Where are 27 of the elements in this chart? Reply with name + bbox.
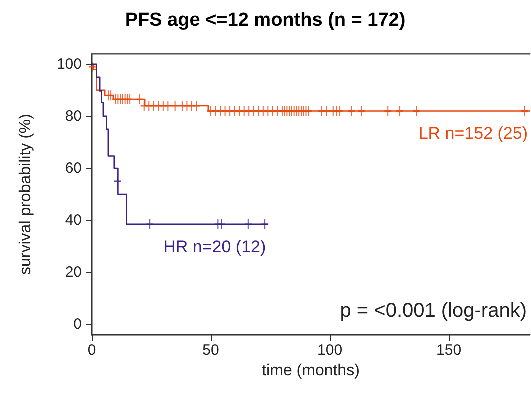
y-tick-label: 100 xyxy=(56,56,82,73)
y-tick-label: 40 xyxy=(65,212,82,230)
annotation: p = <0.001 (log-rank) xyxy=(340,300,527,322)
y-tick-label: 20 xyxy=(65,264,82,282)
x-tick-label: 50 xyxy=(202,342,220,359)
point xyxy=(146,218,154,230)
x-tick-label: 100 xyxy=(318,342,343,359)
point xyxy=(183,100,192,112)
y-tick-label: 80 xyxy=(65,108,82,125)
point xyxy=(171,100,180,112)
series-label: HR n=20 (12) xyxy=(164,237,266,256)
chart-title: PFS age <=12 months (n = 172) xyxy=(125,10,406,31)
point xyxy=(114,176,122,188)
point xyxy=(145,100,154,112)
point xyxy=(192,100,201,112)
y-tick-label: 0 xyxy=(74,316,82,334)
y-tick-label: 60 xyxy=(65,160,82,177)
x-tick-label: 150 xyxy=(436,342,462,359)
point xyxy=(154,100,163,112)
point xyxy=(150,100,158,112)
y-axis-title: survival probability (%) xyxy=(18,114,34,275)
point xyxy=(244,218,252,230)
point xyxy=(164,100,172,112)
x-axis-title: time (months) xyxy=(262,362,360,380)
series-label: LR n=152 (25) xyxy=(418,124,528,144)
x-tick-label: 0 xyxy=(88,342,96,359)
point xyxy=(218,218,226,230)
